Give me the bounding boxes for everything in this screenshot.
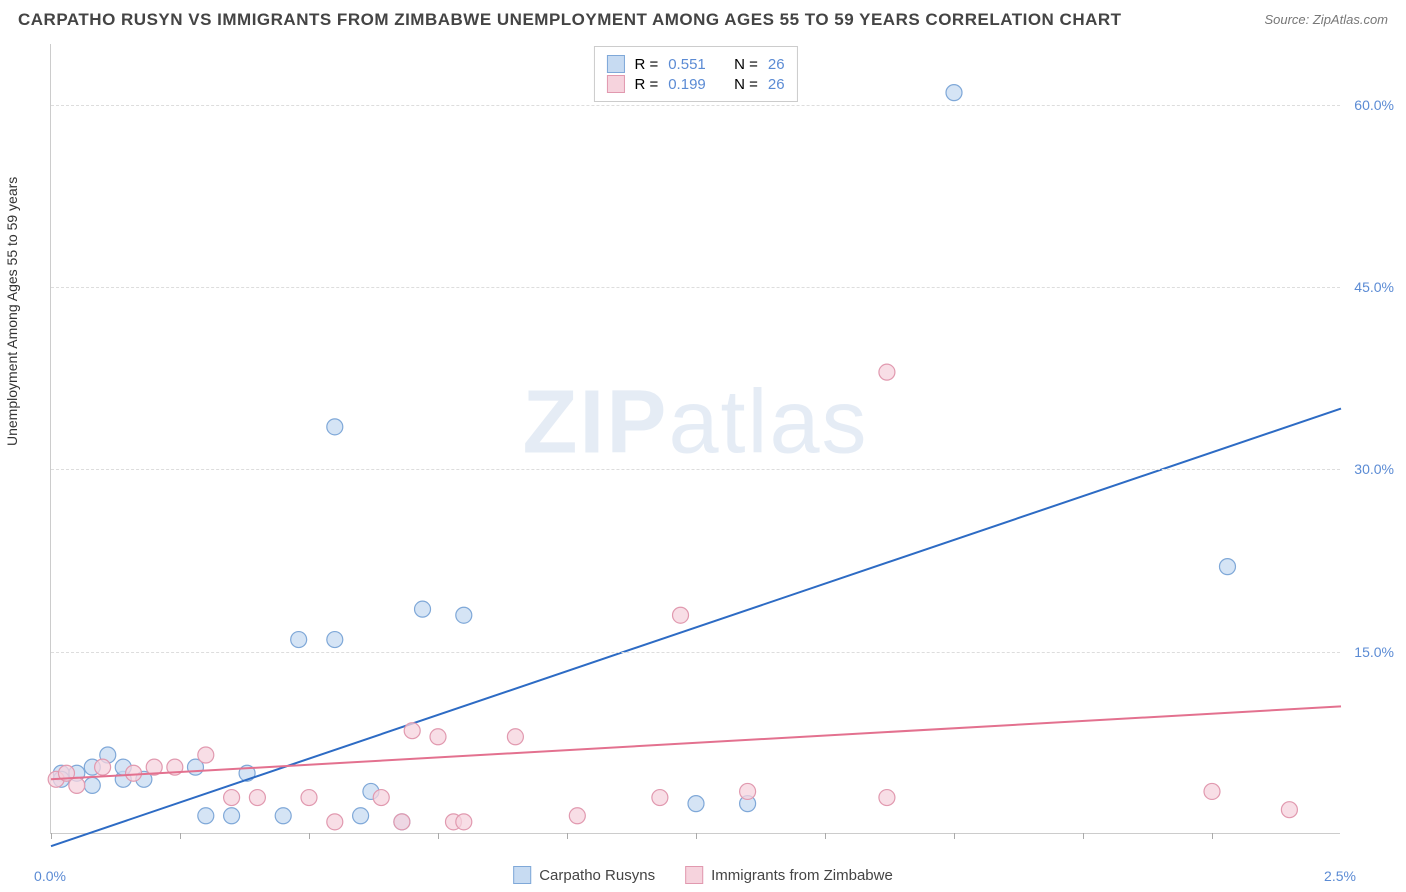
trend-line — [51, 409, 1341, 847]
legend-item-series2: Immigrants from Zimbabwe — [685, 866, 893, 884]
x-axis-min-label: 0.0% — [34, 868, 66, 884]
legend-label-series1: Carpatho Rusyns — [539, 867, 655, 884]
source-attribution: Source: ZipAtlas.com — [1264, 12, 1388, 27]
x-tick — [51, 833, 52, 839]
legend-swatch-series2-b — [685, 866, 703, 884]
data-point — [946, 85, 962, 101]
data-point — [879, 364, 895, 380]
data-point — [275, 808, 291, 824]
data-point — [198, 747, 214, 763]
data-point — [327, 814, 343, 830]
data-point — [224, 790, 240, 806]
data-point — [301, 790, 317, 806]
chart-svg — [51, 44, 1340, 833]
data-point — [430, 729, 446, 745]
data-point — [652, 790, 668, 806]
y-tick-label: 60.0% — [1354, 97, 1394, 113]
data-point — [507, 729, 523, 745]
x-tick — [1083, 833, 1084, 839]
data-point — [327, 419, 343, 435]
data-point — [394, 814, 410, 830]
y-tick-label: 15.0% — [1354, 644, 1394, 660]
data-point — [327, 632, 343, 648]
data-point — [415, 601, 431, 617]
x-axis-max-label: 2.5% — [1324, 868, 1356, 884]
data-point — [879, 790, 895, 806]
data-point — [569, 808, 585, 824]
x-tick — [180, 833, 181, 839]
x-tick — [438, 833, 439, 839]
x-tick — [309, 833, 310, 839]
legend-series: Carpatho Rusyns Immigrants from Zimbabwe — [513, 866, 893, 884]
data-point — [84, 777, 100, 793]
gridline — [51, 287, 1340, 288]
data-point — [1281, 802, 1297, 818]
y-tick-label: 30.0% — [1354, 461, 1394, 477]
data-point — [1219, 559, 1235, 575]
data-point — [404, 723, 420, 739]
data-point — [291, 632, 307, 648]
data-point — [740, 783, 756, 799]
gridline — [51, 105, 1340, 106]
x-tick — [696, 833, 697, 839]
data-point — [69, 777, 85, 793]
data-point — [353, 808, 369, 824]
data-point — [688, 796, 704, 812]
data-point — [456, 607, 472, 623]
gridline — [51, 652, 1340, 653]
legend-label-series2: Immigrants from Zimbabwe — [711, 867, 893, 884]
data-point — [224, 808, 240, 824]
plot-area: ZIPatlas R = 0.551 N = 26 R = 0.199 N = … — [50, 44, 1340, 834]
data-point — [249, 790, 265, 806]
data-point — [673, 607, 689, 623]
x-tick — [567, 833, 568, 839]
trend-line — [51, 706, 1341, 779]
data-point — [126, 765, 142, 781]
x-tick — [954, 833, 955, 839]
y-axis-label: Unemployment Among Ages 55 to 59 years — [4, 177, 20, 446]
x-tick — [825, 833, 826, 839]
data-point — [198, 808, 214, 824]
gridline — [51, 469, 1340, 470]
x-tick — [1212, 833, 1213, 839]
legend-item-series1: Carpatho Rusyns — [513, 866, 655, 884]
y-tick-label: 45.0% — [1354, 279, 1394, 295]
data-point — [95, 759, 111, 775]
legend-swatch-series1-b — [513, 866, 531, 884]
data-point — [456, 814, 472, 830]
data-point — [373, 790, 389, 806]
data-point — [1204, 783, 1220, 799]
chart-title: CARPATHO RUSYN VS IMMIGRANTS FROM ZIMBAB… — [18, 10, 1122, 30]
